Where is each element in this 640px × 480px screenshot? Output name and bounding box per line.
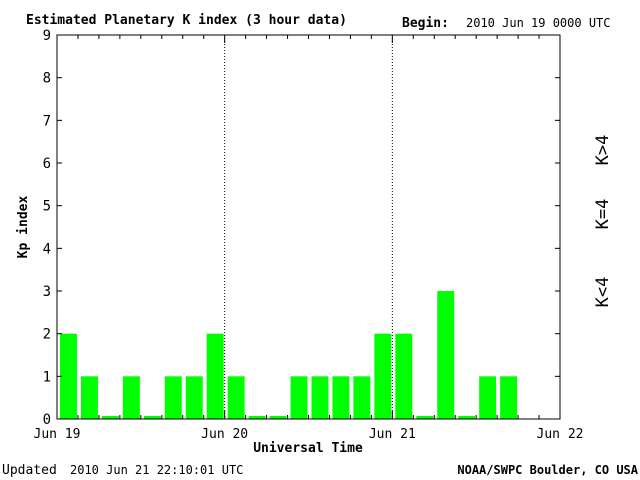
kp-bar	[227, 376, 245, 419]
y-tick-label: 1	[43, 369, 51, 385]
y-axis-label: Kp index	[16, 196, 31, 259]
kp-bar	[437, 291, 455, 419]
kp-bar	[458, 416, 476, 419]
source-credit: NOAA/SWPC Boulder, CO USA	[457, 463, 638, 477]
updated-value: 2010 Jun 21 22:10:01 UTC	[70, 463, 243, 477]
kp-bar	[248, 416, 266, 419]
begin-value: 2010 Jun 19 0000 UTC	[466, 16, 611, 30]
y-tick-label: 0	[43, 412, 51, 428]
legend-k-less-4: K<4	[593, 277, 613, 308]
kp-bar	[143, 416, 161, 419]
plot-area: 0 1 2 3 4 5 6 7 8 9 Jun 19 Jun 20 Jun 21 Jun 22	[34, 28, 584, 442]
updated-label: Updated	[2, 463, 57, 478]
legend-k-equal-4: K=4	[593, 199, 613, 230]
kp-bar	[479, 376, 497, 419]
x-axis-label: Universal Time	[253, 441, 363, 456]
chart-title: Estimated Planetary K index (3 hour data…	[26, 13, 347, 28]
begin-label: Begin:	[402, 16, 449, 31]
legend-k-greater-4: K>4	[593, 135, 613, 166]
y-tick-label: 7	[43, 113, 51, 129]
kp-bar	[311, 376, 329, 419]
x-day-label: Jun 22	[537, 427, 584, 442]
x-day-label: Jun 21	[369, 427, 416, 442]
kp-bar	[374, 333, 392, 419]
kp-bar	[353, 376, 371, 419]
y-tick-label: 2	[43, 327, 51, 343]
y-tick-label: 4	[43, 241, 51, 257]
kp-bar	[500, 376, 518, 419]
y-tick-label: 6	[43, 156, 51, 172]
kp-bar	[206, 333, 224, 419]
kp-bar	[395, 333, 413, 419]
kp-bar	[269, 416, 287, 419]
kp-bar	[122, 376, 140, 419]
y-tick-label: 5	[43, 199, 51, 215]
x-day-label: Jun 20	[201, 427, 248, 442]
y-tick-label: 9	[43, 28, 51, 44]
y-tick-label: 8	[43, 71, 51, 87]
kp-bar	[60, 333, 77, 419]
kp-bar	[332, 376, 350, 419]
kp-bar	[290, 376, 308, 419]
kp-bar	[164, 376, 182, 419]
plot-frame	[56, 34, 561, 420]
kp-bar	[80, 376, 98, 419]
y-tick-label: 3	[43, 284, 51, 300]
x-day-label: Jun 19	[34, 427, 81, 442]
kp-bar	[416, 416, 434, 419]
kp-bar	[101, 416, 119, 419]
kp-bar	[185, 376, 203, 419]
